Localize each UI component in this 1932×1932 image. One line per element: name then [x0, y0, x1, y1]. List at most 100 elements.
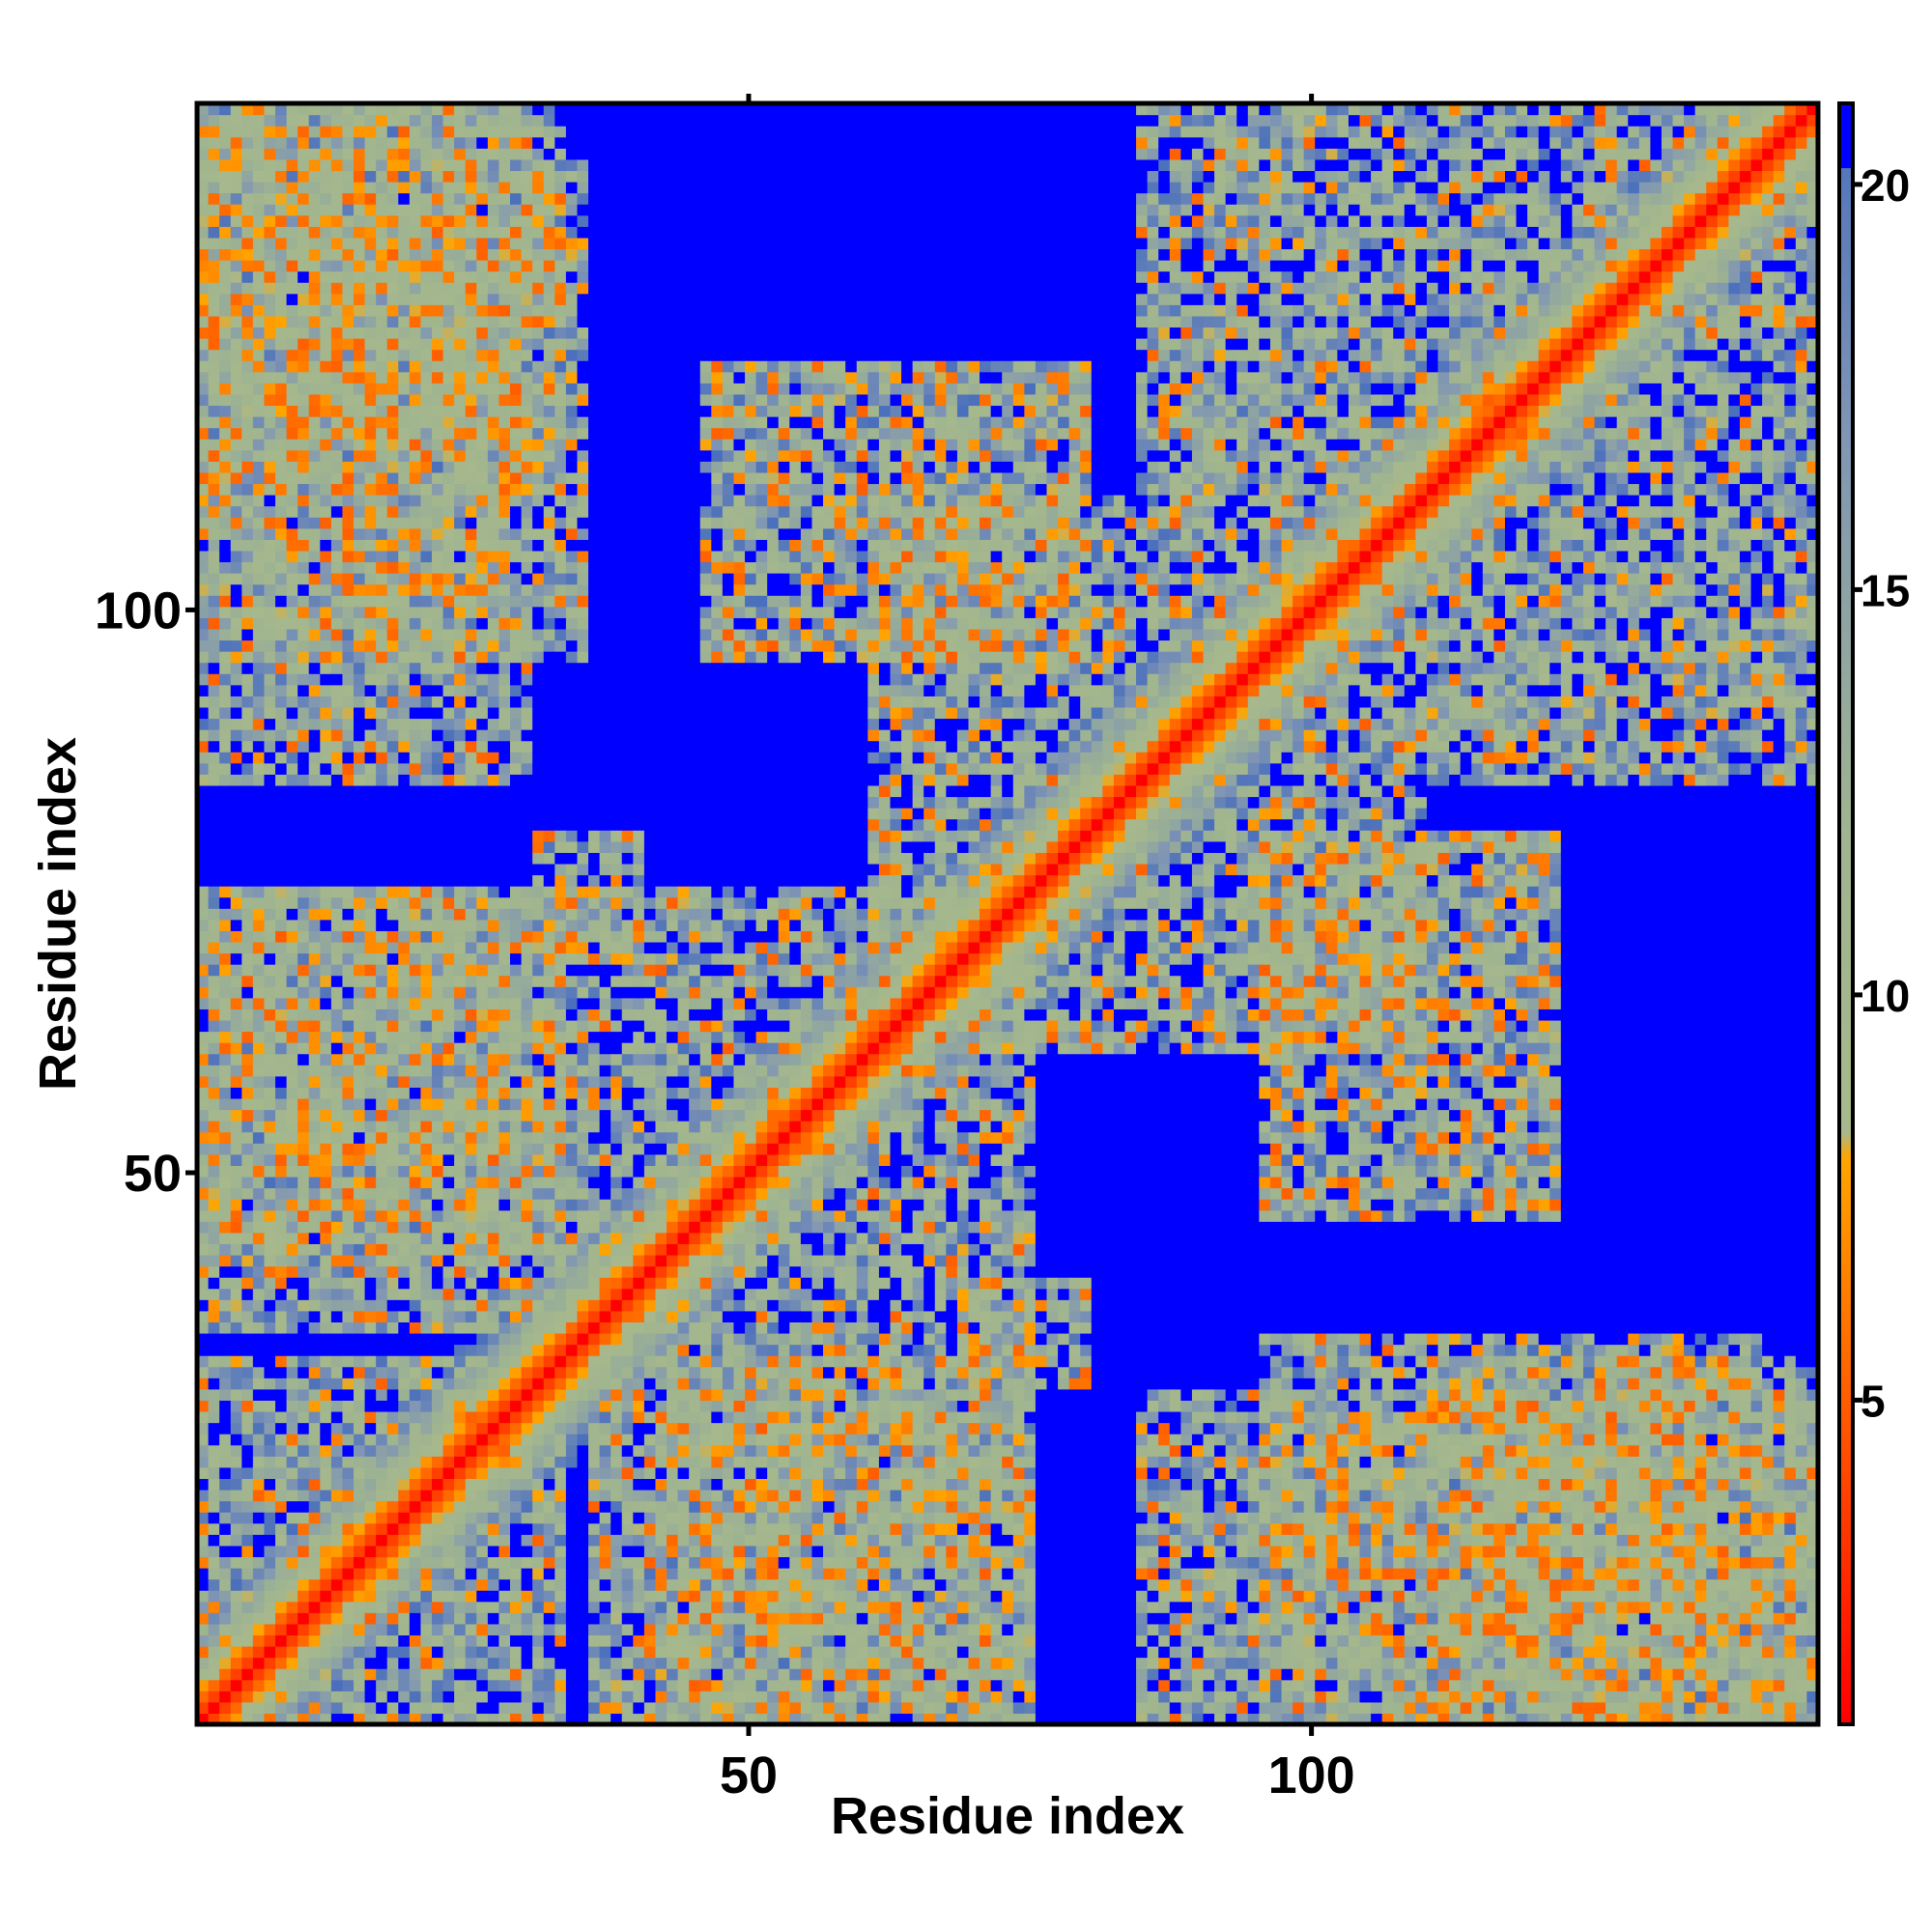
heatmap-cell — [442, 282, 455, 295]
heatmap-cell — [565, 282, 579, 295]
heatmap-cell — [476, 349, 489, 361]
heatmap-cell — [554, 1265, 567, 1278]
heatmap-cell — [498, 1645, 511, 1659]
heatmap-cell — [354, 539, 366, 552]
heatmap-cell — [230, 126, 242, 138]
heatmap-cell — [398, 830, 411, 842]
heatmap-cell — [219, 852, 232, 865]
heatmap-cell — [565, 1109, 579, 1122]
heatmap-cell — [498, 1679, 511, 1691]
heatmap-cell — [386, 349, 399, 361]
heatmap-cell — [208, 1254, 220, 1267]
heatmap-cell — [219, 874, 232, 887]
heatmap-cell — [521, 103, 533, 116]
heatmap-cell — [420, 1087, 433, 1099]
heatmap-cell — [554, 293, 567, 305]
heatmap-cell — [264, 1332, 276, 1346]
heatmap-cell — [275, 360, 288, 373]
heatmap-cell — [320, 1657, 332, 1669]
heatmap-cell — [498, 808, 511, 820]
heatmap-cell — [532, 1444, 545, 1457]
heatmap-cell — [242, 1009, 254, 1021]
heatmap-cell — [354, 505, 366, 518]
heatmap-cell — [420, 740, 433, 753]
heatmap-cell — [454, 908, 467, 921]
heatmap-cell — [521, 449, 533, 462]
heatmap-cell — [498, 1545, 511, 1558]
heatmap-cell — [510, 997, 523, 1009]
heatmap-cell — [197, 1243, 210, 1256]
heatmap-cell — [565, 439, 579, 451]
heatmap-cell — [264, 1254, 276, 1267]
heatmap-cell — [565, 1657, 579, 1669]
heatmap-cell — [465, 148, 477, 160]
heatmap-cell — [565, 1065, 579, 1077]
heatmap-cell — [252, 1109, 266, 1122]
heatmap-cell — [487, 718, 500, 730]
heatmap-cell — [197, 606, 210, 618]
heatmap-cell — [308, 1243, 321, 1256]
heatmap-cell — [364, 505, 377, 518]
heatmap-cell — [330, 1097, 344, 1111]
heatmap-cell — [554, 908, 567, 921]
heatmap-cell — [554, 1657, 567, 1669]
heatmap-cell — [242, 1165, 254, 1178]
heatmap-cell — [386, 784, 399, 798]
heatmap-cell — [219, 1434, 232, 1446]
heatmap-cell — [364, 696, 377, 708]
heatmap-cell — [510, 1009, 523, 1021]
heatmap-cell — [442, 1556, 455, 1569]
heatmap-cell — [264, 796, 276, 809]
heatmap-cell — [420, 696, 433, 708]
heatmap-cell — [242, 1131, 254, 1144]
heatmap-cell — [409, 1422, 422, 1435]
heatmap-cell — [487, 550, 500, 563]
heatmap-cell — [521, 1009, 533, 1021]
heatmap-cell — [398, 1567, 411, 1580]
heatmap-cell — [298, 684, 310, 696]
heatmap-cell — [543, 483, 555, 496]
heatmap-cell — [208, 114, 220, 127]
heatmap-cell — [219, 1265, 232, 1278]
heatmap-cell — [264, 270, 276, 283]
heatmap-cell — [252, 170, 266, 183]
heatmap-cell — [554, 517, 567, 529]
heatmap-cell — [330, 874, 344, 887]
heatmap-cell — [510, 818, 523, 831]
heatmap-cell — [208, 1310, 220, 1322]
heatmap-cell — [386, 762, 399, 775]
heatmap-cell — [543, 182, 555, 194]
heatmap-cell — [364, 1165, 377, 1178]
heatmap-cell — [308, 1232, 321, 1244]
heatmap-cell — [476, 1556, 489, 1569]
heatmap-cell — [577, 1466, 589, 1479]
heatmap-cell — [454, 583, 467, 596]
heatmap-cell — [320, 1478, 332, 1491]
heatmap-cell — [364, 1388, 377, 1401]
heatmap-cell — [510, 1097, 523, 1111]
heatmap-cell — [565, 684, 579, 696]
heatmap-cell — [409, 427, 422, 440]
heatmap-cell — [330, 204, 344, 216]
heatmap-cell — [442, 1221, 455, 1234]
heatmap-cell — [398, 1645, 411, 1659]
heatmap-cell — [275, 930, 288, 943]
heatmap-cell — [577, 1031, 589, 1043]
heatmap-cell — [409, 729, 422, 742]
heatmap-cell — [252, 1143, 266, 1155]
heatmap-cell — [510, 371, 523, 384]
heatmap-cell — [208, 1288, 220, 1300]
heatmap-cell — [498, 1321, 511, 1334]
heatmap-cell — [230, 293, 242, 305]
heatmap-cell — [320, 796, 332, 809]
heatmap-cell — [330, 338, 344, 351]
heatmap-cell — [487, 1097, 500, 1111]
heatmap-cell — [308, 383, 321, 395]
heatmap-cell — [442, 774, 455, 786]
heatmap-cell — [465, 1422, 477, 1435]
heatmap-cell — [543, 204, 555, 216]
heatmap-cell — [342, 1590, 355, 1603]
heatmap-cell — [354, 1310, 366, 1322]
heatmap-cell — [554, 1254, 567, 1267]
heatmap-cell — [543, 1657, 555, 1669]
